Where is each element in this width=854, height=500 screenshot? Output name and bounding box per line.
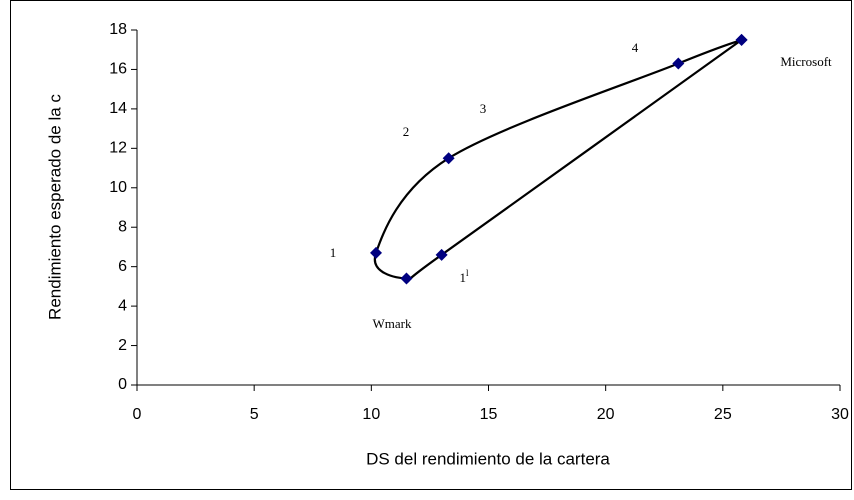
y-tick-label: 6 bbox=[118, 258, 127, 275]
y-tick-label: 14 bbox=[109, 100, 127, 117]
annotation: 2 bbox=[403, 124, 410, 139]
annotation-text: Microsoft bbox=[780, 54, 832, 69]
y-tick-label: 8 bbox=[118, 218, 127, 235]
x-tick-label: 30 bbox=[831, 406, 849, 423]
point bbox=[400, 272, 413, 285]
x-tick-label: 5 bbox=[250, 406, 259, 423]
annotation: 4 bbox=[632, 40, 639, 55]
annotation: Wmark bbox=[373, 316, 412, 331]
point bbox=[672, 57, 685, 70]
x-tick-label: 10 bbox=[362, 406, 380, 423]
point bbox=[442, 152, 455, 165]
y-tick-label: 10 bbox=[109, 179, 127, 196]
annotation-text: 4 bbox=[632, 40, 639, 55]
point bbox=[735, 33, 748, 46]
y-tick-label: 0 bbox=[118, 376, 127, 393]
annotation: 1l bbox=[459, 268, 469, 285]
annotation-text: 1 bbox=[459, 270, 466, 285]
x-tick-label: 15 bbox=[480, 406, 498, 423]
annotation-text: Wmark bbox=[373, 316, 412, 331]
x-tick-label: 20 bbox=[597, 406, 615, 423]
y-tick-label: 16 bbox=[109, 61, 127, 78]
x-tick-label: 0 bbox=[133, 406, 142, 423]
x-axis-label: DS del rendimiento de la cartera bbox=[366, 449, 610, 468]
annotation-text: 3 bbox=[480, 101, 487, 116]
y-tick-label: 12 bbox=[109, 140, 127, 157]
annotation: 1 bbox=[330, 245, 337, 260]
x-tick-label: 25 bbox=[714, 406, 732, 423]
annotation-text: 1 bbox=[330, 245, 337, 260]
y-tick-label: 2 bbox=[118, 337, 127, 354]
annotation: 3 bbox=[480, 101, 487, 116]
annotation-sup: l bbox=[466, 268, 469, 278]
point bbox=[435, 248, 448, 261]
point bbox=[370, 246, 383, 259]
y-tick-label: 18 bbox=[109, 21, 127, 38]
annotation-text: 2 bbox=[403, 124, 410, 139]
y-tick-label: 4 bbox=[118, 297, 127, 314]
y-axis-label: Rendimiento esperado de la c bbox=[45, 94, 64, 320]
chart-frame bbox=[10, 0, 852, 490]
annotation: Microsoft bbox=[780, 54, 832, 69]
